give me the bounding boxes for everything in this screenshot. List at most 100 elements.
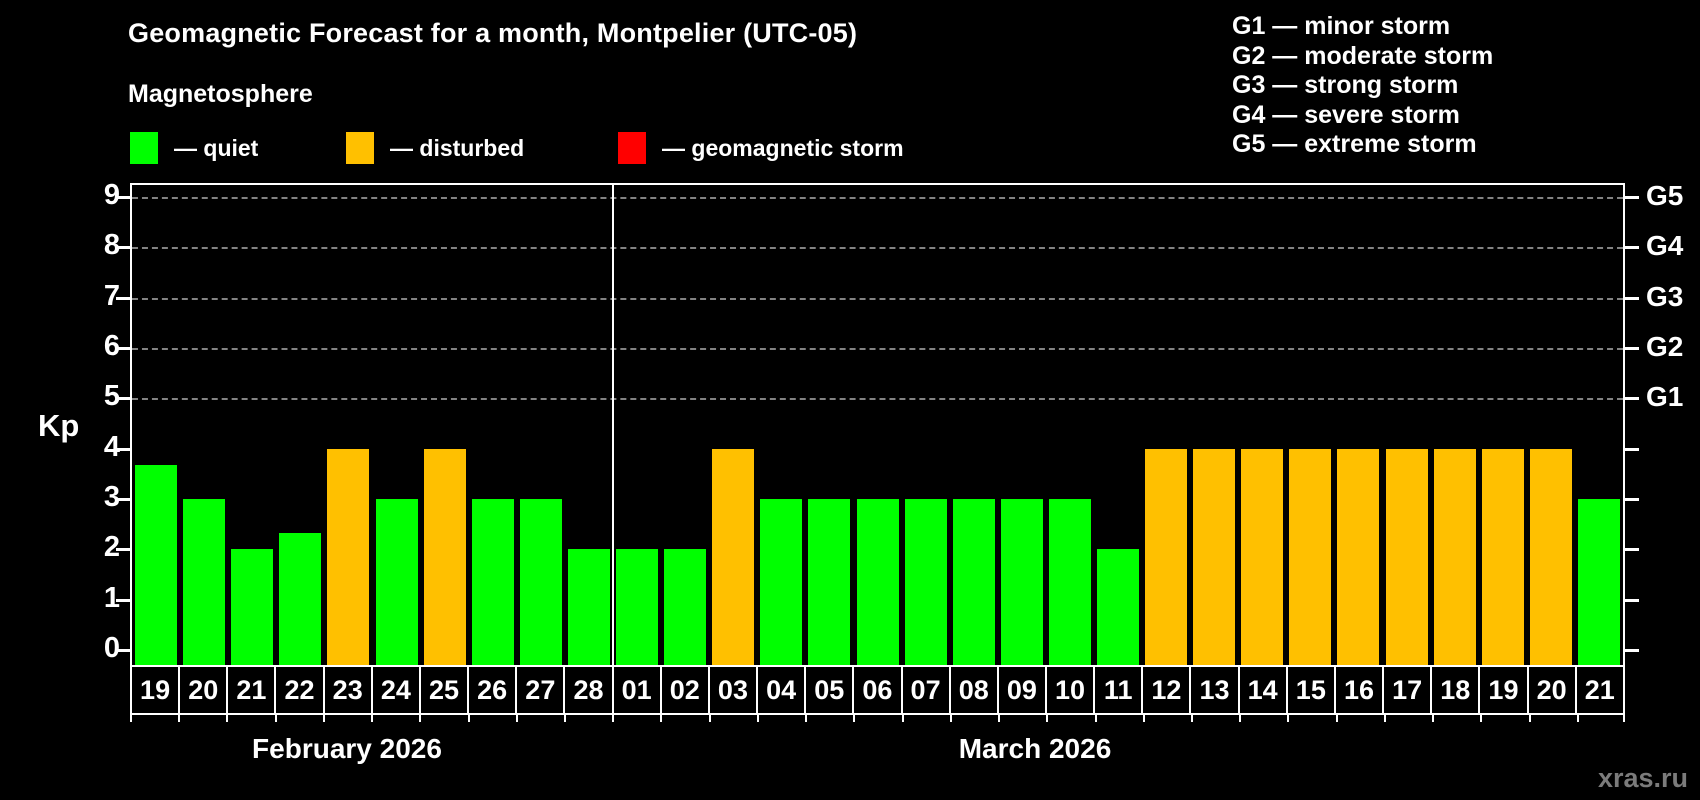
- kp-bar-day-28: [567, 549, 610, 665]
- day-label: 02: [659, 665, 710, 715]
- y-axis-label: Kp: [38, 408, 80, 443]
- kp-bar-day-20: [183, 499, 226, 665]
- gridline-kp6: [132, 348, 1623, 351]
- bottom-axis-tick: [467, 713, 470, 722]
- month-label: March 2026: [958, 733, 1112, 764]
- day-label: 18: [1430, 665, 1481, 715]
- kp-bar-day-10: [1048, 499, 1091, 665]
- bottom-axis-tick: [1142, 713, 1145, 722]
- bottom-axis-tick: [1287, 713, 1290, 722]
- y-tick-label: 1: [103, 581, 120, 614]
- day-label: 05: [804, 665, 855, 715]
- bottom-axis-tick: [756, 713, 759, 722]
- g-legend-row: G3 — strong storm: [1232, 71, 1459, 100]
- day-label: 12: [1141, 665, 1192, 715]
- bottom-axis-tick: [274, 713, 277, 722]
- kp-bar-day-18: [1433, 448, 1476, 665]
- legend-swatch-storm: [618, 132, 646, 164]
- plot-area: [130, 183, 1625, 667]
- day-label: 19: [1478, 665, 1529, 715]
- left-tick: [116, 598, 130, 602]
- day-label: 06: [852, 665, 903, 715]
- left-tick: [116, 447, 130, 451]
- kp-bar-day-09: [1000, 499, 1043, 665]
- bottom-axis-tick: [1190, 713, 1193, 722]
- y-tick-label: 0: [103, 632, 120, 664]
- right-tick: [1625, 397, 1639, 401]
- right-tick: [1625, 447, 1639, 451]
- bottom-axis-tick: [130, 713, 132, 722]
- g-scale-tick-label: G1: [1646, 381, 1684, 413]
- kp-bar-day-14: [1241, 448, 1284, 665]
- bottom-axis-tick: [612, 713, 615, 722]
- bottom-axis-tick: [226, 713, 229, 722]
- y-tick-label: 2: [103, 531, 120, 564]
- legend-label: — quiet: [174, 134, 259, 161]
- bottom-axis-tick: [371, 713, 374, 722]
- g-scale-tick-label: G2: [1646, 331, 1684, 363]
- g-legend-row: G5 — extreme storm: [1232, 130, 1477, 159]
- bottom-axis-tick: [853, 713, 856, 722]
- day-label: 19: [130, 665, 181, 715]
- bottom-axis-tick: [1383, 713, 1386, 722]
- day-label: 16: [1333, 665, 1385, 715]
- kp-bar-day-15: [1289, 448, 1332, 665]
- left-tick: [116, 397, 130, 401]
- kp-bar-day-11: [1096, 549, 1139, 665]
- left-tick: [116, 347, 130, 351]
- bottom-axis-tick: [1480, 713, 1483, 722]
- day-label: 27: [515, 665, 566, 715]
- status-legend: — quiet — disturbed — geomagnetic storm: [0, 130, 1700, 166]
- kp-bar-day-20: [1529, 448, 1572, 665]
- right-tick: [1625, 548, 1639, 552]
- bottom-axis-tick: [1432, 713, 1435, 722]
- g-scale-tick-label: G5: [1646, 180, 1684, 212]
- legend-swatch-disturbed: [346, 132, 374, 164]
- kp-bar-day-24: [375, 499, 418, 665]
- day-label: 21: [1574, 665, 1625, 715]
- day-label: 23: [322, 665, 373, 715]
- kp-bar-day-05: [808, 499, 851, 665]
- bottom-axis-tick: [708, 713, 711, 722]
- kp-bar-day-13: [1193, 448, 1236, 665]
- y-tick-label: 7: [103, 279, 120, 312]
- kp-bar-day-21: [1577, 499, 1620, 665]
- kp-bar-day-23: [327, 448, 370, 665]
- day-label: 11: [1093, 665, 1144, 715]
- bottom-axis-tick: [1576, 713, 1579, 722]
- kp-bar-day-17: [1385, 448, 1428, 665]
- legend-item-disturbed: — disturbed: [346, 130, 524, 166]
- kp-bar-day-19: [135, 465, 178, 665]
- right-tick: [1625, 246, 1639, 250]
- left-tick: [116, 548, 130, 552]
- legend-label: — geomagnetic storm: [662, 134, 904, 161]
- day-label: 17: [1382, 665, 1433, 715]
- legend-item-storm: — geomagnetic storm: [618, 130, 904, 166]
- bottom-axis-tick: [322, 713, 325, 722]
- gridline-kp9: [132, 197, 1623, 200]
- day-label: 03: [707, 665, 759, 715]
- kp-bar-day-06: [856, 499, 899, 665]
- kp-bar-day-26: [471, 499, 514, 665]
- right-tick: [1625, 296, 1639, 300]
- day-label: 07: [900, 665, 951, 715]
- left-tick: [116, 649, 130, 652]
- right-tick: [1625, 196, 1639, 200]
- g-scale-tick-label: G3: [1646, 280, 1684, 312]
- bottom-axis-tick: [564, 713, 567, 722]
- day-label: 13: [1189, 665, 1240, 715]
- g-scale-legend: G1 — minor storm G2 — moderate storm G3 — …: [1232, 12, 1493, 160]
- day-label: 20: [178, 665, 229, 715]
- bottom-axis-tick: [1528, 713, 1531, 722]
- y-tick-label: 8: [103, 229, 120, 262]
- day-label: 01: [611, 665, 662, 715]
- gridline-kp5: [132, 398, 1623, 401]
- y-tick-label: 3: [103, 481, 120, 513]
- y-tick-label: 6: [103, 330, 120, 363]
- y-tick-label: 9: [103, 179, 120, 212]
- bottom-axis-tick: [660, 713, 663, 722]
- kp-bar-day-22: [279, 532, 322, 665]
- x-axis-day-labels: 19 20 21 22 23 24 25 26 27 28 01 02 03 04 05 06 07 08 09 10…: [130, 665, 1625, 715]
- kp-bar-day-02: [664, 549, 707, 665]
- month-separator-line: [611, 185, 614, 665]
